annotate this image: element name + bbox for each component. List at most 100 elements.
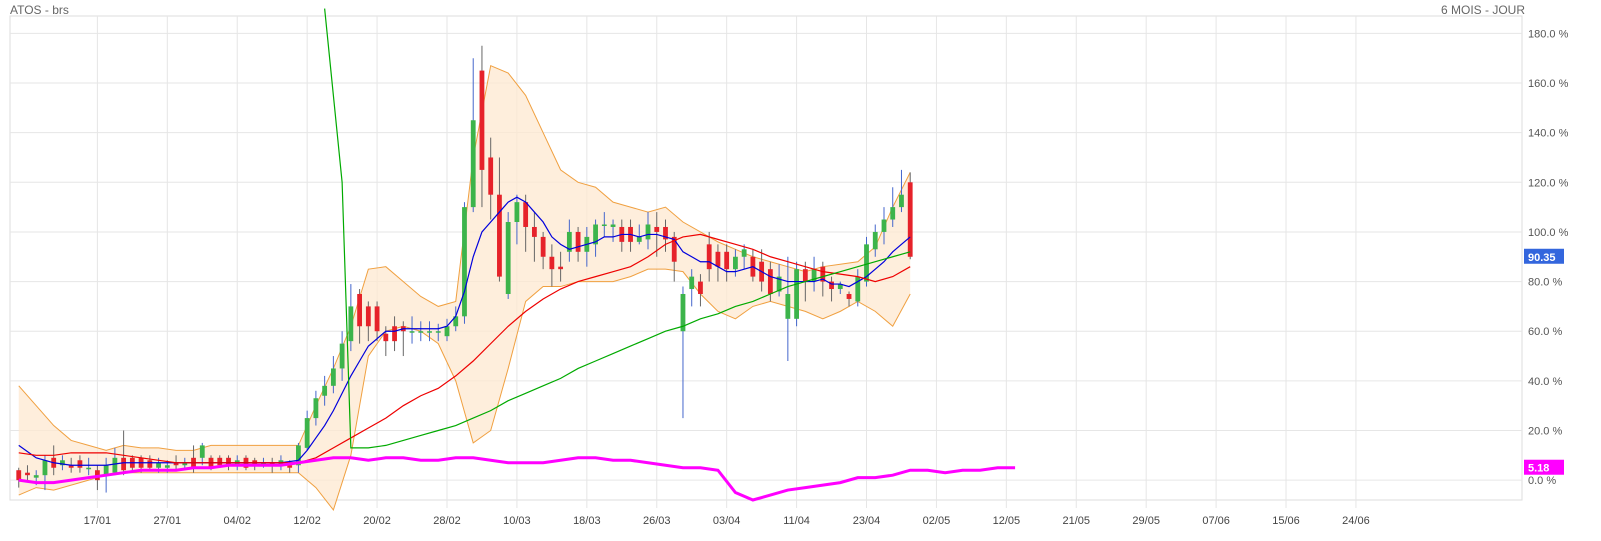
x-tick-label: 18/03: [573, 515, 601, 527]
candle-body: [820, 266, 826, 282]
symbol-title: ATOS - brs: [10, 3, 69, 17]
candle-body: [330, 368, 336, 386]
last-price-tag-bg: [1524, 248, 1564, 264]
candle-body: [829, 281, 834, 290]
candle-body: [531, 226, 537, 237]
candle-body: [663, 226, 668, 240]
candle-body: [462, 207, 467, 317]
candle-body: [872, 231, 878, 250]
y-tick-label: 140.0 %: [1528, 128, 1569, 140]
y-tick-label: 40.0 %: [1528, 376, 1562, 388]
x-tick-label: 26/03: [643, 515, 671, 527]
y-tick-label: 80.0 %: [1528, 277, 1562, 289]
candle-body: [427, 331, 432, 333]
candle-body: [470, 120, 476, 208]
candle-body: [77, 460, 83, 468]
candle-body: [549, 256, 555, 270]
series-line: [18, 456, 1016, 502]
candle-body: [435, 331, 441, 333]
x-tick-label: 24/06: [1342, 515, 1370, 527]
candle-body: [767, 269, 773, 294]
candle-body: [794, 269, 799, 319]
candle-body: [121, 457, 127, 471]
candle-body: [42, 460, 48, 476]
candle-body: [68, 465, 74, 468]
y-tick-label: 160.0 %: [1528, 78, 1569, 90]
x-tick-label: 21/05: [1063, 515, 1091, 527]
candle-body: [60, 460, 65, 466]
period-label[interactable]: 6 MOIS - JOUR: [1440, 3, 1525, 17]
candle-body: [680, 293, 686, 332]
x-tick-label: 20/02: [363, 515, 391, 527]
series-line: [18, 233, 911, 464]
candle-body: [392, 326, 397, 342]
candle-body: [558, 266, 564, 270]
candle-body: [313, 398, 319, 419]
y-tick-label: 20.0 %: [1528, 426, 1562, 438]
candle-body: [890, 207, 896, 220]
plot-area: [9, 15, 1523, 501]
candle-body: [899, 194, 904, 208]
candle-body: [488, 157, 494, 195]
candle-body: [566, 231, 572, 252]
candle-body: [418, 331, 424, 333]
candle-body: [322, 385, 328, 396]
x-tick-label: 29/05: [1132, 515, 1160, 527]
candle-body: [156, 462, 161, 468]
candle-body: [497, 194, 502, 277]
candle-body: [226, 457, 231, 466]
candle-body: [112, 457, 118, 473]
candle-body: [147, 460, 153, 468]
candle-body: [654, 226, 660, 232]
candle-body: [164, 465, 170, 468]
candle-body: [182, 462, 188, 466]
candle-body: [287, 465, 293, 468]
x-tick-label: 12/02: [293, 515, 321, 527]
candle-body: [365, 306, 371, 327]
candle-body: [453, 316, 459, 327]
candle-body: [173, 462, 179, 466]
candle-body: [505, 222, 511, 294]
x-tick-label: 17/01: [84, 515, 112, 527]
x-tick-label: 03/04: [713, 515, 741, 527]
candle-body: [671, 236, 677, 262]
candle-body: [864, 244, 869, 282]
candle-body: [741, 249, 747, 257]
candle-body: [733, 256, 738, 270]
candle-body: [217, 457, 223, 466]
y-tick-label: 180.0 %: [1528, 28, 1569, 40]
candle-body: [610, 224, 616, 227]
candle-body: [837, 284, 843, 290]
index-tag: 5.18: [1528, 463, 1549, 475]
candle-body: [706, 244, 712, 270]
candle-body: [348, 306, 354, 342]
candle-body: [409, 331, 415, 333]
y-tick-label: 0.0 %: [1528, 475, 1556, 487]
candle-body: [846, 293, 852, 299]
series-line: [324, 8, 911, 449]
x-tick-label: 10/03: [503, 515, 531, 527]
candle-body: [540, 236, 546, 257]
candle-body: [383, 333, 389, 342]
candle-body: [514, 202, 520, 223]
candle-body: [636, 236, 642, 242]
x-tick-label: 02/05: [923, 515, 951, 527]
y-tick-label: 60.0 %: [1528, 326, 1562, 338]
candle-body: [601, 224, 607, 226]
candle-body: [575, 231, 581, 252]
candle-body: [103, 465, 109, 476]
x-tick-label: 27/01: [154, 515, 182, 527]
index-tag-bg: [1524, 459, 1564, 475]
candle-body: [802, 269, 808, 282]
candle-body: [16, 470, 22, 481]
candle-body: [645, 224, 651, 240]
x-tick-label: 07/06: [1202, 515, 1230, 527]
candle-body: [715, 251, 721, 267]
candle-body: [698, 281, 703, 294]
candle-body: [855, 276, 861, 302]
candle-body: [907, 182, 913, 257]
candle-body: [523, 202, 529, 227]
candle-body: [86, 467, 92, 470]
candle-body: [479, 70, 485, 170]
